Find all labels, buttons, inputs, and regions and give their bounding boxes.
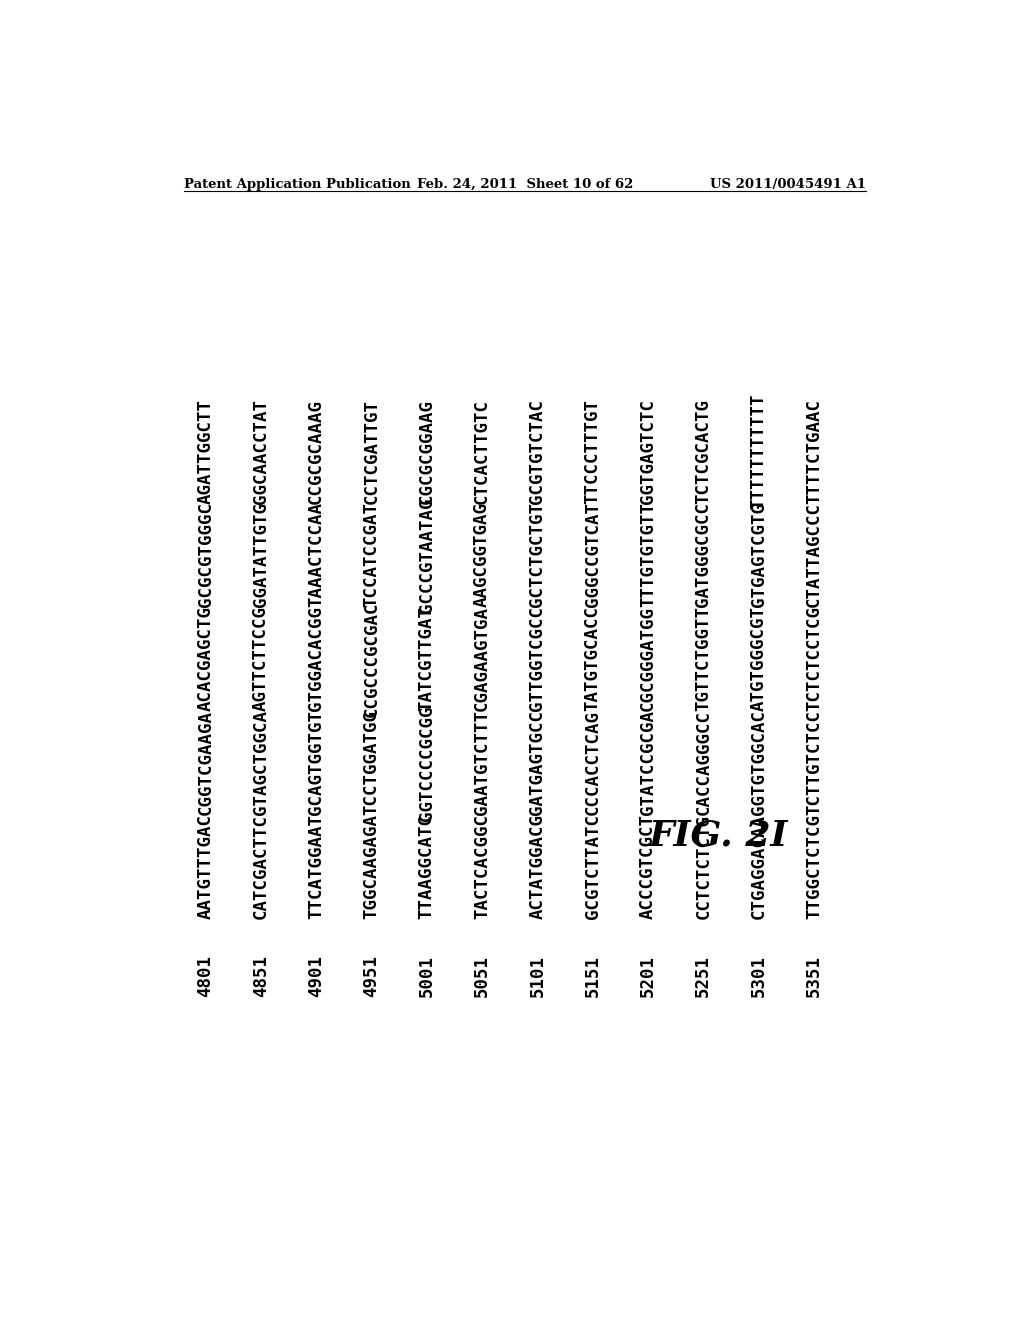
- Text: FIG. 2I: FIG. 2I: [649, 818, 788, 853]
- Text: GATGAGTGCC: GATGAGTGCC: [528, 710, 547, 816]
- Text: 4851: 4851: [252, 956, 269, 997]
- Text: GCTCTGCTGT: GCTCTGCTGT: [528, 503, 547, 607]
- Text: GGCAACCTAT: GGCAACCTAT: [252, 399, 269, 503]
- Text: 4901: 4901: [307, 956, 325, 997]
- Text: 5151: 5151: [584, 956, 602, 997]
- Text: GGTGAGTCTC: GGTGAGTCTC: [639, 399, 657, 503]
- Text: TATGTGCACC: TATGTGCACC: [584, 606, 602, 711]
- Text: 5201: 5201: [639, 956, 657, 997]
- Text: ACCCGTCGCT: ACCCGTCGCT: [639, 814, 657, 919]
- Text: GCAGTGGTGT: GCAGTGGTGT: [307, 710, 325, 816]
- Text: GTAGCTGGCA: GTAGCTGGCA: [252, 710, 269, 816]
- Text: AAGCGGTGAG: AAGCGGTGAG: [473, 503, 492, 607]
- Text: CGCGGGATGG: CGCGGGATGG: [639, 606, 657, 711]
- Text: CCGCGCAAAG: CCGCGCAAAG: [307, 399, 325, 503]
- Text: TACTCACGGC: TACTCACGGC: [473, 814, 492, 919]
- Text: GCGCGTGGGC: GCGCGTGGGC: [197, 503, 214, 607]
- Text: TCTCTCCTCG: TCTCTCCTCG: [805, 606, 823, 711]
- Text: GGGCCGTCAT: GGGCCGTCAT: [584, 503, 602, 607]
- Text: TTTGTGTGTT: TTTGTGTGTT: [639, 503, 657, 607]
- Text: 4951: 4951: [362, 956, 381, 997]
- Text: TCTTGTCTCC: TCTTGTCTCC: [805, 710, 823, 816]
- Text: GTATCCGCGA: GTATCCGCGA: [639, 710, 657, 816]
- Text: GCGTCTTATC: GCGTCTTATC: [584, 814, 602, 919]
- Text: GCCCGTAATAG: GCCCGTAATAG: [418, 498, 436, 612]
- Text: CGCGCGGAAG: CGCGCGGAAG: [418, 399, 436, 503]
- Text: TAAACTCCAA: TAAACTCCAA: [307, 503, 325, 607]
- Text: AGATTGGCTT: AGATTGGCTT: [197, 399, 214, 503]
- Text: Patent Application Publication: Patent Application Publication: [183, 178, 411, 190]
- Text: TTAAGGCATC: TTAAGGCATC: [418, 814, 436, 919]
- Text: GGTCCCCGCGG: GGTCCCCGCGG: [418, 705, 436, 821]
- Text: CGGTCGAAGA: CGGTCGAAGA: [197, 710, 214, 816]
- Text: TATCGTTGAT: TATCGTTGAT: [418, 606, 436, 711]
- Text: TCCTGGATGG: TCCTGGATGG: [362, 710, 381, 816]
- Text: 5051: 5051: [473, 956, 492, 997]
- Text: 5351: 5351: [805, 956, 823, 997]
- Text: ACACGAGCTG: ACACGAGCTG: [197, 606, 214, 711]
- Text: AATGTTTGAC: AATGTTTGAC: [197, 814, 214, 919]
- Text: GGATATTGTG: GGATATTGTG: [252, 503, 269, 607]
- Text: 5251: 5251: [694, 956, 713, 997]
- Text: 5001: 5001: [418, 956, 436, 997]
- Text: GTGAGTCGTG: GTGAGTCGTG: [750, 503, 768, 607]
- Text: GAATGTCTTT: GAATGTCTTT: [473, 710, 492, 816]
- Text: TGTTCTGGTT: TGTTCTGGTT: [694, 606, 713, 711]
- Text: CGAGAAGTGA: CGAGAAGTGA: [473, 606, 492, 711]
- Text: 4801: 4801: [197, 956, 214, 997]
- Text: CTGAGGACAA: CTGAGGACAA: [750, 814, 768, 919]
- Text: CCTCGATTGT: CCTCGATTGT: [362, 399, 381, 503]
- Text: TGGCAAGAGA: TGGCAAGAGA: [362, 814, 381, 919]
- Text: CCGCCCGCGAC: CCGCCCGCGAC: [362, 601, 381, 717]
- Text: TTGGCTCTCG: TTGGCTCTCG: [805, 814, 823, 919]
- Text: CTATTAGCCC: CTATTAGCCC: [805, 503, 823, 607]
- Text: GCGTGTCTAC: GCGTGTCTAC: [528, 399, 547, 503]
- Text: CCTCTCTCTG: CCTCTCTCTG: [694, 814, 713, 919]
- Text: CATCGACTTC: CATCGACTTC: [252, 814, 269, 919]
- Text: GATGGGCGCC: GATGGGCGCC: [694, 503, 713, 607]
- Text: US 2011/0045491 A1: US 2011/0045491 A1: [710, 178, 866, 190]
- Text: 5301: 5301: [750, 956, 768, 997]
- Text: CTCACTTGTC: CTCACTTGTC: [473, 399, 492, 503]
- Text: AGTTCTTCCG: AGTTCTTCCG: [252, 606, 269, 711]
- Text: TCCATCCGAT: TCCATCCGAT: [362, 503, 381, 607]
- Text: CACCAGGGCC: CACCAGGGCC: [694, 710, 713, 816]
- Text: ACTATGGACG: ACTATGGACG: [528, 814, 547, 919]
- Text: GGTGTGGCAC: GGTGTGGCAC: [750, 710, 768, 816]
- Text: CCCACCTCAG: CCCACCTCAG: [584, 710, 602, 816]
- Text: ATGTGGGCGT: ATGTGGGCGT: [750, 606, 768, 711]
- Text: Feb. 24, 2011  Sheet 10 of 62: Feb. 24, 2011 Sheet 10 of 62: [417, 178, 633, 190]
- Text: TCTCGCACTG: TCTCGCACTG: [694, 399, 713, 503]
- Text: GTTGGTCGCC: GTTGGTCGCC: [528, 606, 547, 711]
- Text: TTCATGGAAT: TTCATGGAAT: [307, 814, 325, 919]
- Text: TTCCCTTTGT: TTCCCTTTGT: [584, 399, 602, 503]
- Text: 5101: 5101: [528, 956, 547, 997]
- Text: GTGGACACGG: GTGGACACGG: [307, 606, 325, 711]
- Text: TTTTCTGAAC: TTTTCTGAAC: [805, 399, 823, 503]
- Text: TTTTTTTTTTT: TTTTTTTTTTT: [750, 393, 768, 508]
